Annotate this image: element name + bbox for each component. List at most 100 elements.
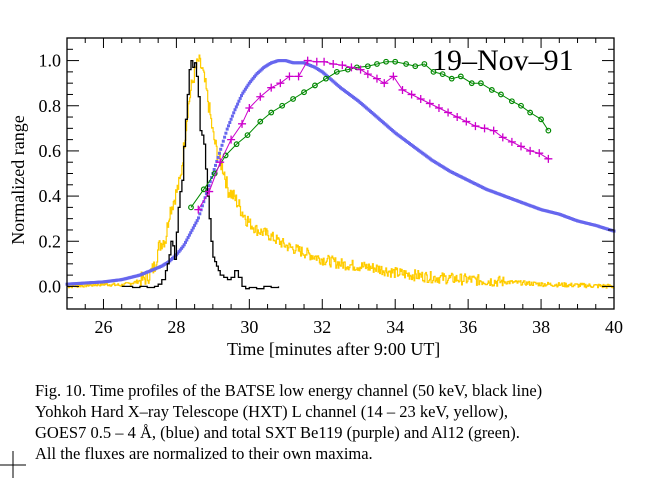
goes-point [241, 91, 245, 95]
goes-point [208, 180, 212, 184]
goes-point [182, 243, 186, 247]
be119-marker [453, 113, 462, 122]
be119-marker [356, 65, 365, 74]
goes-point [190, 228, 194, 232]
be119-marker [294, 72, 303, 81]
al12-marker [457, 73, 464, 80]
goes-point [193, 223, 197, 227]
goes-point [232, 111, 236, 115]
goes-point [197, 216, 200, 220]
be119-marker [312, 57, 321, 66]
al12-marker [403, 61, 410, 67]
goes-point [195, 219, 199, 223]
al12-marker [312, 82, 318, 89]
goes-point [191, 226, 195, 230]
goes-point [242, 89, 246, 93]
x-tick-label: 32 [313, 317, 331, 337]
series-2 [65, 59, 616, 286]
al12-marker [439, 71, 446, 78]
goes-point [238, 96, 242, 100]
goes-point [251, 76, 255, 80]
goes-point [217, 151, 221, 155]
be119-marker [276, 79, 285, 88]
al12-marker [257, 118, 264, 125]
al12-marker [421, 61, 428, 67]
goes-point [202, 200, 206, 204]
al12-marker [518, 102, 524, 109]
y-tick-label: 0.2 [39, 231, 62, 251]
goes-point [253, 75, 256, 79]
goes-point [180, 246, 184, 250]
goes-point [230, 114, 234, 118]
series-4 [188, 58, 552, 211]
be119-marker [425, 99, 434, 108]
be119-marker [398, 85, 407, 94]
goes-point [212, 168, 216, 171]
goes-point [225, 127, 229, 131]
x-tick-label: 26 [94, 317, 112, 337]
al12-marker [244, 132, 251, 139]
goes-point [227, 124, 230, 128]
goes-point [229, 117, 233, 121]
x-tick-label: 38 [532, 317, 550, 337]
x-tick-label: 36 [459, 317, 477, 337]
goes-point [228, 121, 232, 124]
al12-marker [448, 75, 455, 82]
caption-line: All the fluxes are normalized to their o… [35, 444, 373, 463]
caption-line: GOES7 0.5 – 4 Å, (blue) and total SXT Be… [35, 423, 520, 442]
al12-marker [412, 63, 419, 70]
be119-marker [480, 124, 489, 133]
be119-marker [407, 90, 416, 99]
al12-marker [430, 68, 437, 75]
y-tick-label: 0.8 [39, 96, 62, 116]
al12-marker [279, 102, 286, 109]
goes-point [237, 99, 241, 103]
goes-point [207, 184, 211, 188]
caption-line: Fig. 10. Time profiles of the BATSE low … [35, 381, 543, 400]
be119-marker [303, 56, 312, 65]
al12-marker [268, 109, 275, 116]
be119-marker [498, 133, 507, 142]
be119-marker [526, 146, 535, 155]
al12-marker [290, 96, 296, 102]
be119-marker [329, 59, 338, 68]
be119-marker [489, 126, 498, 135]
goes-point [178, 248, 182, 252]
y-tick-label: 0.6 [39, 141, 62, 161]
goes-point [185, 238, 189, 242]
al12-marker [364, 63, 371, 70]
be119-marker [338, 61, 347, 70]
be119-marker [434, 104, 443, 113]
goes-point [176, 251, 180, 255]
al12-marker [498, 91, 504, 98]
x-tick-label: 34 [386, 317, 404, 337]
goes-point [189, 231, 193, 235]
be119-marker [256, 92, 265, 101]
series-layer [65, 54, 616, 290]
be119-marker [238, 119, 247, 128]
plot-frame [66, 37, 615, 310]
be119-marker [363, 70, 372, 79]
x-tick-label: 30 [240, 317, 258, 337]
be119-marker [462, 117, 471, 126]
goes-point [245, 85, 249, 89]
be119-marker [267, 83, 276, 92]
goes-point [204, 192, 208, 196]
date-annotation: 19–Nov–91 [432, 44, 574, 77]
be119-marker [245, 104, 254, 113]
axes-layer: 26 28 30 32 34 36 38 40 0.0 0.2 0.4 0.6 0.8 1.0 [39, 37, 623, 337]
sxt-al12-line [190, 61, 549, 208]
be119-marker [347, 63, 356, 72]
be119-marker [216, 158, 225, 167]
goes-point [181, 245, 185, 249]
be119-marker [535, 149, 544, 158]
series-1 [67, 54, 615, 289]
al12-marker [383, 58, 389, 65]
goes-point [194, 221, 198, 225]
y-axis-title: Normalized range [8, 115, 28, 244]
goes-point [247, 81, 251, 85]
be119-marker [320, 57, 329, 66]
series-0 [121, 59, 280, 290]
goes-point [221, 139, 225, 143]
goes-point [243, 87, 247, 91]
